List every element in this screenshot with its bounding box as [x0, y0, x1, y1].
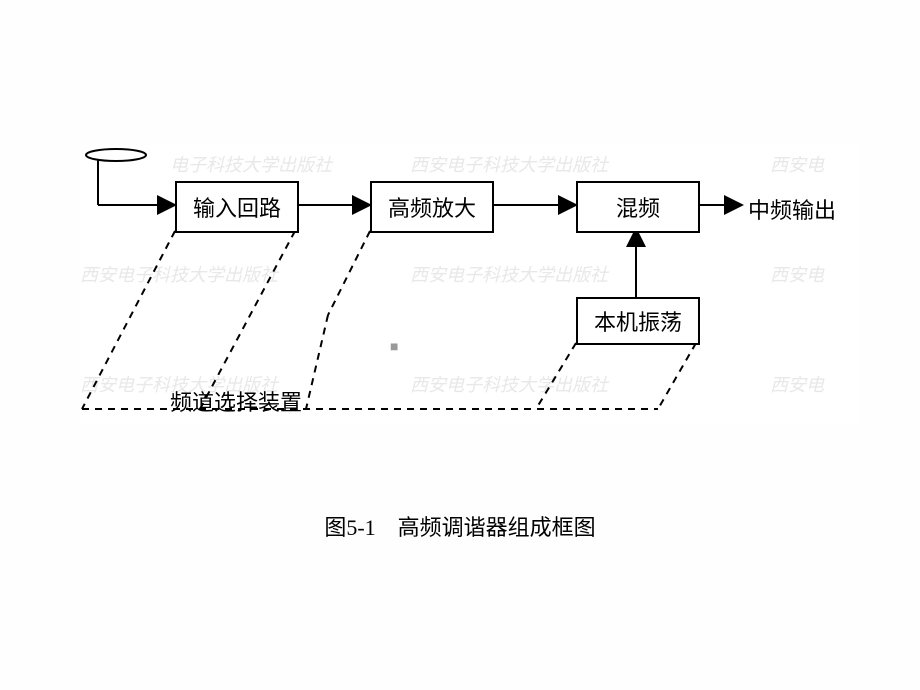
box-input-loop: 输入回路 — [175, 181, 299, 233]
page-root: 电子科技大学出版社 西安电子科技大学出版社 西安电 西安电子科技大学出版社 西安… — [0, 0, 920, 690]
diagram-area: 电子科技大学出版社 西安电子科技大学出版社 西安电 西安电子科技大学出版社 西安… — [80, 145, 860, 423]
box-local-osc-label: 本机振荡 — [594, 305, 682, 337]
output-label: 中频输出 — [748, 193, 836, 225]
box-mixer-label: 混频 — [616, 191, 660, 223]
box-rf-amp-label: 高频放大 — [388, 191, 476, 223]
box-rf-amp: 高频放大 — [370, 181, 494, 233]
figure-caption: 图5-1 高频调谐器组成框图 — [0, 510, 920, 542]
box-mixer: 混频 — [576, 181, 700, 233]
box-local-osc: 本机振荡 — [576, 297, 700, 345]
center-marker-icon: ■ — [390, 340, 398, 356]
antenna-loop-icon — [86, 149, 146, 161]
channel-select-label: 频道选择装置 — [170, 385, 302, 417]
box-input-loop-label: 输入回路 — [193, 191, 281, 223]
